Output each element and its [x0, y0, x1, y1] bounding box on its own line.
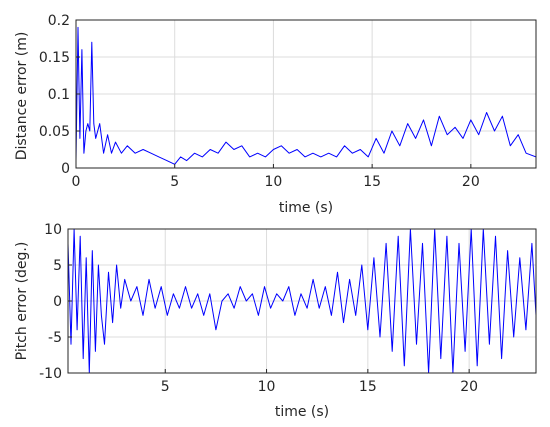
distance-xlabel: time (s): [279, 200, 333, 216]
pitch-ytick-label: -5: [48, 330, 62, 346]
pitch-xtick-label: 20: [460, 379, 478, 395]
pitch-ytick-label: 0: [53, 294, 62, 310]
distance-axes-frame: [75, 19, 537, 169]
pitch-ytick-label: 5: [53, 258, 62, 274]
distance-xtick-label: 10: [265, 174, 283, 190]
pitch-xlabel: time (s): [275, 404, 329, 420]
distance-ytick-label: 0.15: [39, 50, 70, 66]
pitch-series-line: [68, 229, 536, 373]
pitch-axes-frame: [67, 228, 537, 374]
distance-ytick-label: 0.2: [48, 13, 70, 29]
distance-error-plot: 0 5 10 15 20 0 0.05 0.1 0.15 0.2 time (s) Distanc…: [14, 13, 537, 216]
distance-ytick-label: 0.1: [48, 87, 70, 103]
distance-ylabel: Distance error (m): [14, 32, 30, 161]
distance-xtick-label: 0: [72, 174, 81, 190]
distance-xtick-label: 5: [170, 174, 179, 190]
distance-ytick-label: 0.05: [39, 124, 70, 140]
distance-xtick-label: 20: [462, 174, 480, 190]
distance-ytick-label: 0: [61, 161, 70, 177]
distance-xtick-label: 15: [363, 174, 381, 190]
pitch-error-plot: 5 10 15 20 -10 -5 0 5 10 time (s) Pitch error (d…: [14, 222, 537, 420]
pitch-xtick-label: 5: [161, 379, 170, 395]
pitch-ytick-label: 10: [44, 222, 62, 238]
pitch-ytick-label: -10: [39, 366, 62, 382]
pitch-xtick-label: 15: [359, 379, 377, 395]
distance-series-line: [76, 26, 536, 165]
pitch-ylabel: Pitch error (deg.): [14, 242, 30, 361]
pitch-xtick-label: 10: [258, 379, 276, 395]
